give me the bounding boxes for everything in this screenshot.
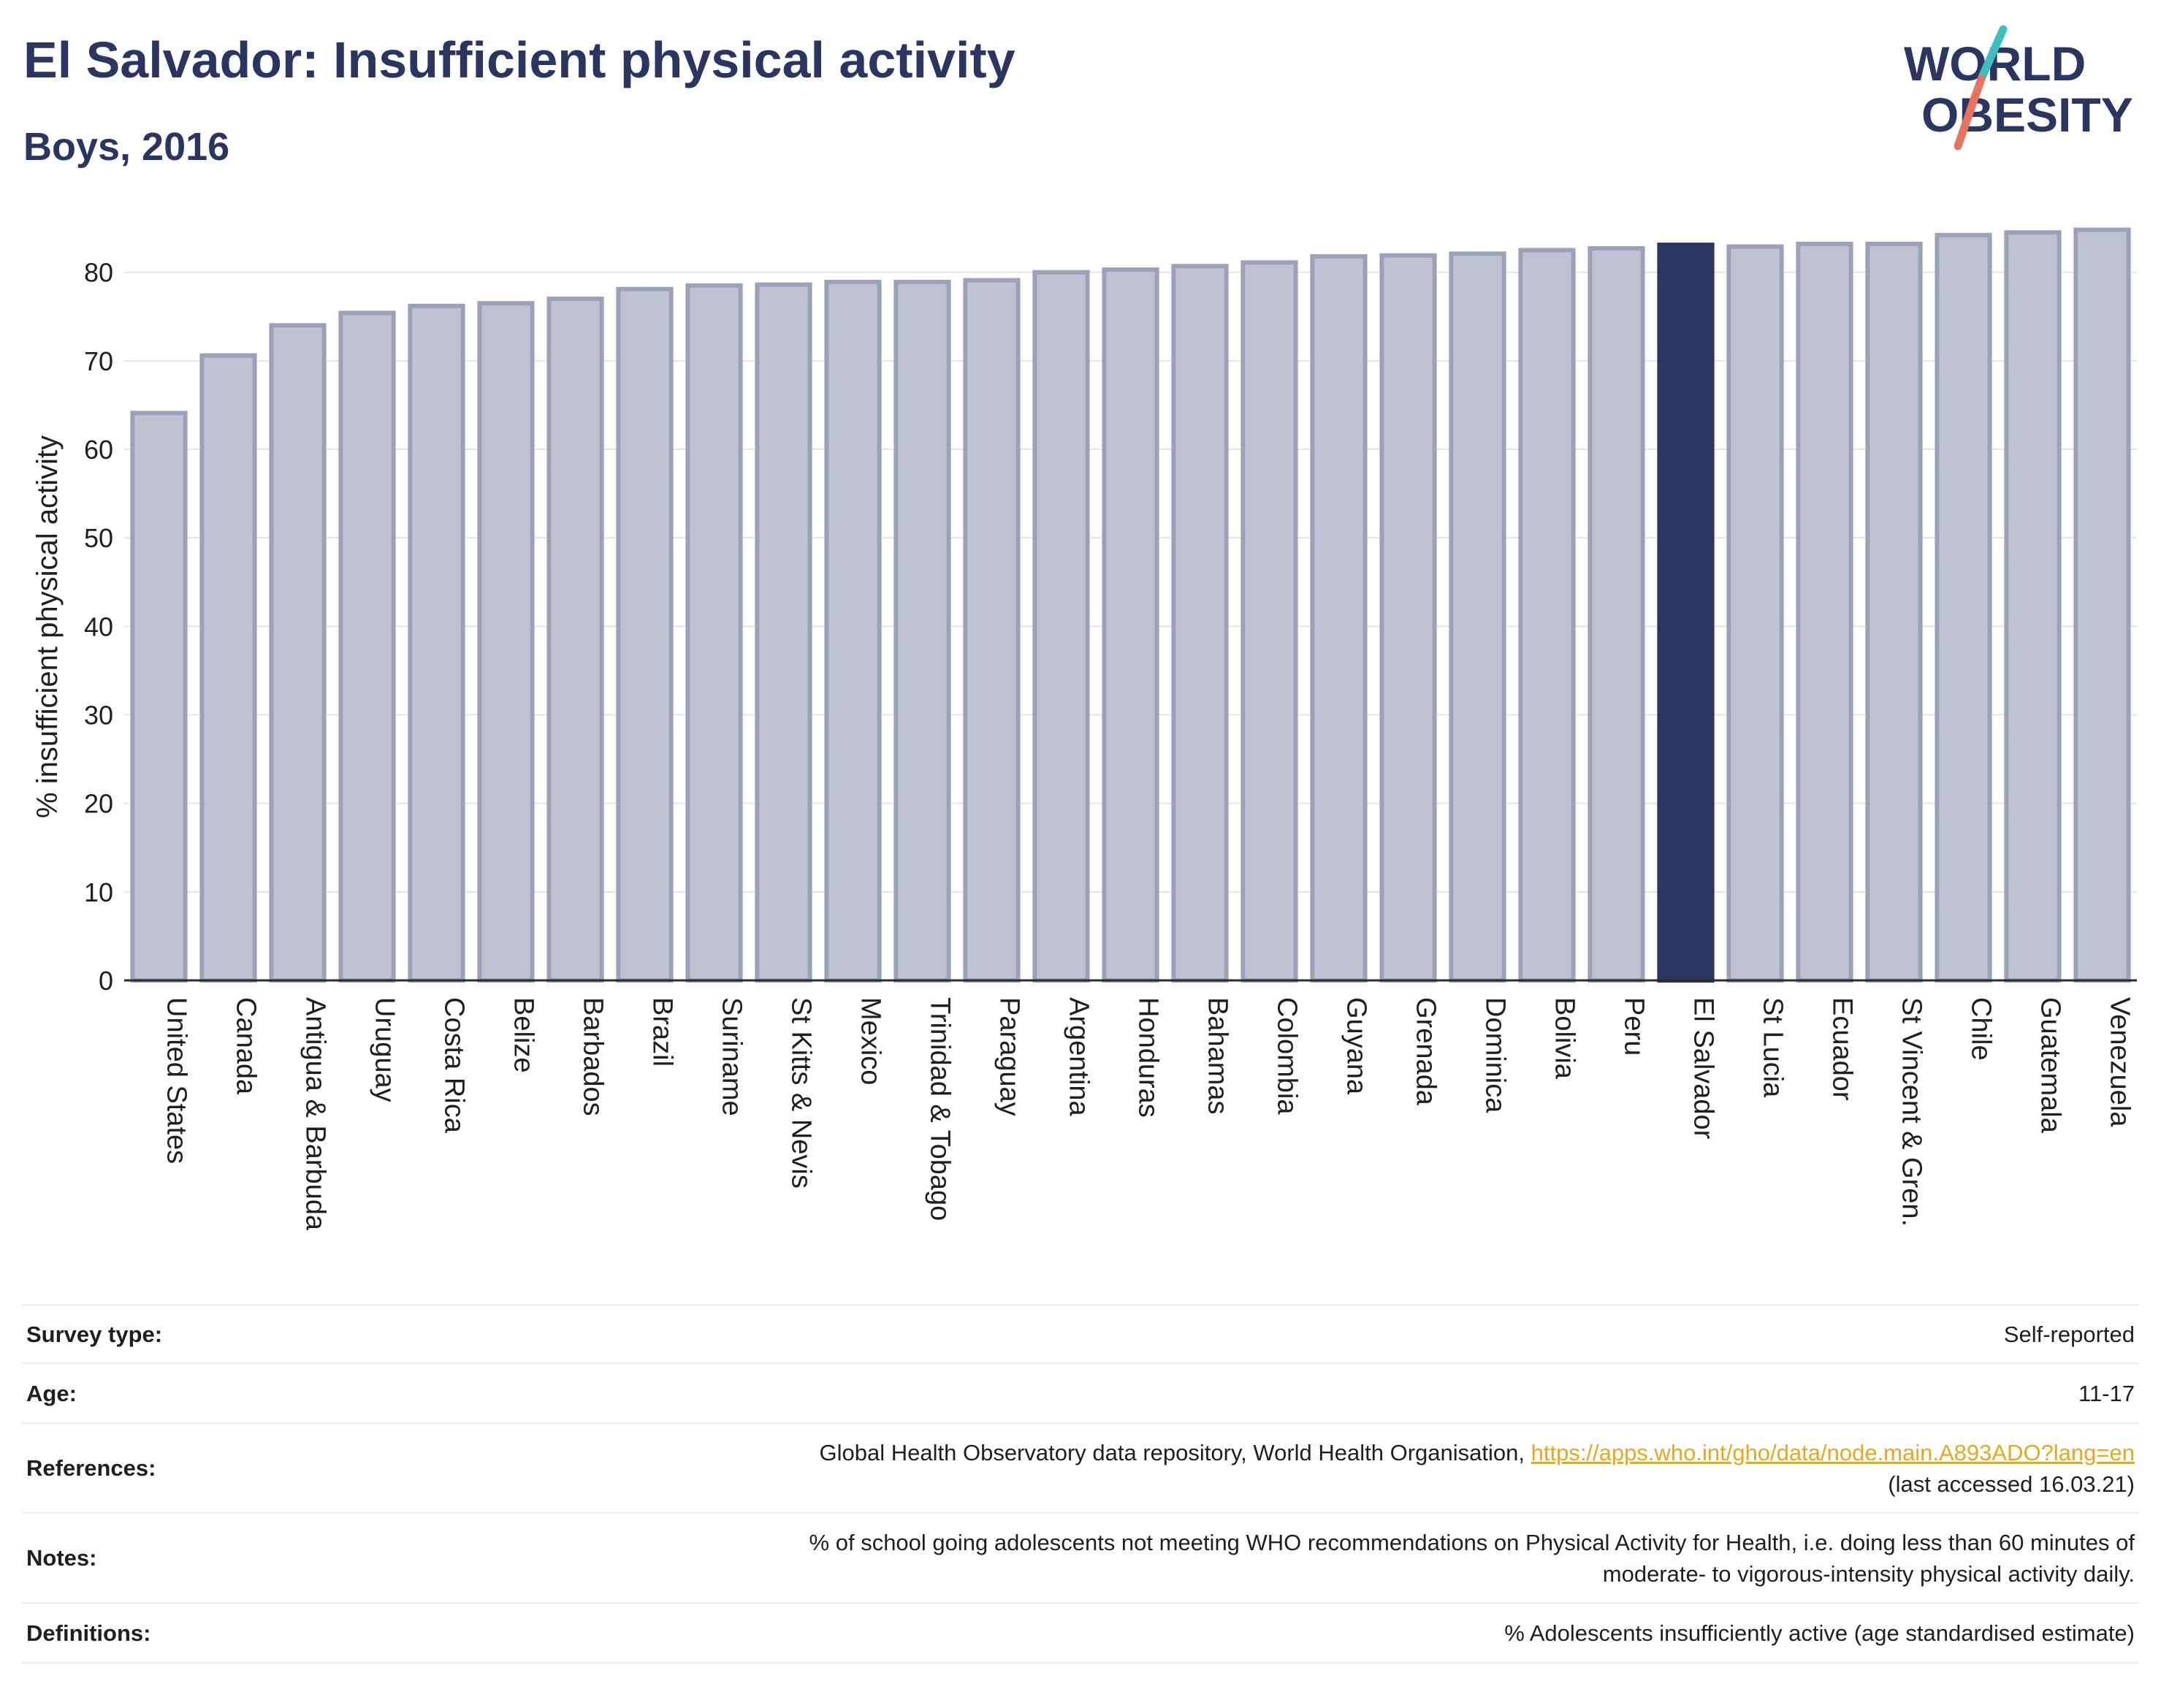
bar-dominica [1449, 251, 1506, 983]
y-tick-label: 40 [84, 611, 113, 641]
x-tick-label: Antigua & Barbuda [300, 997, 331, 1231]
x-tick-label: St Vincent & Gren. [1897, 997, 1927, 1227]
x-tick-label: Chile [1966, 997, 1997, 1061]
x-tick-label: Colombia [1272, 997, 1303, 1115]
bar-belize [477, 301, 535, 983]
y-tick-label: 10 [84, 877, 113, 907]
x-tick-label: Argentina [1064, 997, 1094, 1117]
bar-brazil [616, 286, 674, 983]
y-tick-label: 80 [84, 258, 113, 288]
reference-link[interactable]: https://apps.who.int/gho/data/node.main.… [1531, 1439, 2135, 1465]
bar-paraguay [963, 278, 1021, 983]
x-tick-label: El Salvador [1688, 997, 1719, 1140]
bar-bahamas [1171, 264, 1229, 983]
bar-suriname [685, 283, 743, 983]
x-tick-label: Canada [231, 997, 262, 1095]
page-title: El Salvador: Insufficient physical activ… [23, 31, 1015, 88]
bar-antigua-barbuda [269, 323, 327, 983]
x-tick-label: Honduras [1133, 997, 1164, 1118]
y-tick-label: 60 [84, 435, 113, 465]
info-row: Age: 11-17 [22, 1362, 2139, 1424]
bar-united-states [130, 411, 188, 983]
x-tick-label: Dominica [1480, 997, 1511, 1113]
x-tick-label: Mexico [855, 997, 886, 1085]
x-tick-label: Peru [1619, 997, 1650, 1056]
bar-bolivia [1518, 248, 1576, 983]
bar-argentina [1032, 270, 1090, 983]
x-tick-label: St Lucia [1758, 997, 1788, 1098]
bar-peru [1588, 245, 1645, 983]
bar-venezuela [2073, 227, 2131, 983]
info-table: Survey type: Self-reported Age: 11-17 Refere… [22, 1304, 2139, 1664]
bar-mexico [824, 280, 882, 983]
info-label: References: [22, 1422, 338, 1513]
x-tick-label: Brazil [647, 997, 678, 1067]
bar-chart: 0 10 20 30 40 50 60 70 80 United States Canada Anti… [31, 227, 2137, 1231]
bar-el-salvador [1657, 243, 1715, 983]
bar-colombia [1240, 260, 1298, 983]
bar-honduras [1102, 267, 1159, 983]
bars [130, 227, 2131, 983]
info-row: Definitions:% Adolescents insufficiently… [22, 1602, 2139, 1664]
logo-text-obesity: OBESITY [1921, 88, 2133, 142]
logo-slash-teal [1977, 25, 2008, 83]
tick-labels: 0 10 20 30 40 50 60 70 80 United States Canada Anti… [84, 258, 2135, 1231]
y-tick-label: 20 [84, 789, 113, 819]
info-value: Global Health Observatory data repositor… [338, 1422, 2139, 1513]
bar-st-lucia [1726, 244, 1784, 983]
info-value: Self-reported [338, 1304, 2139, 1364]
x-tick-label: Belize [508, 997, 539, 1073]
x-tick-label: Venezuela [2105, 997, 2135, 1127]
bar-grenada [1379, 253, 1437, 983]
info-label: Survey type: [22, 1304, 338, 1364]
bar-st-kitts-nevis [755, 282, 812, 983]
x-tick-label: Bahamas [1203, 997, 1233, 1115]
bar-trinidad-tobago [893, 280, 951, 983]
x-tick-label: Guatemala [2035, 997, 2066, 1134]
info-row: References: Global Health Observatory dat… [22, 1422, 2139, 1513]
bar-st-vincent-gren [1865, 241, 1923, 983]
x-tick-label: Bolivia [1550, 997, 1580, 1080]
info-value: % of school going adolescents not meetin… [338, 1511, 2139, 1604]
x-tick-label: Trinidad & Tobago [925, 997, 956, 1221]
info-label: Notes: [22, 1511, 338, 1604]
y-tick-label: 70 [84, 346, 113, 376]
y-axis-label: % insufficient physical activity [31, 435, 64, 818]
bar-chile [1935, 232, 1992, 983]
world-obesity-logo: WORLD OBESITY [1904, 25, 2133, 150]
info-label: Age: [22, 1362, 338, 1424]
page-subtitle: Boys, 2016 [23, 125, 230, 169]
bar-uruguay [338, 310, 396, 983]
bar-barbados [546, 297, 604, 983]
x-tick-label: Costa Rica [439, 997, 470, 1134]
logo-slash-coral [1954, 75, 1986, 150]
info-value: 11-17 [338, 1362, 2139, 1424]
info-label: Definitions: [22, 1602, 338, 1664]
bar-guatemala [2004, 230, 2062, 983]
info-row: Notes:% of school going adolescents not … [22, 1511, 2139, 1604]
y-tick-label: 50 [84, 523, 113, 553]
x-tick-label: Barbados [578, 997, 609, 1116]
bar-ecuador [1796, 241, 1853, 983]
x-tick-label: Suriname [717, 997, 747, 1116]
x-tick-label: Guyana [1341, 997, 1372, 1095]
bar-guyana [1310, 253, 1368, 983]
bar-canada [199, 353, 257, 983]
x-tick-label: Uruguay [370, 997, 400, 1102]
x-tick-label: St Kitts & Nevis [786, 997, 817, 1189]
y-tick-label: 0 [99, 966, 113, 996]
y-tick-label: 30 [84, 701, 113, 731]
info-value: % Adolescents insufficiently active (age… [338, 1602, 2139, 1664]
bar-costa-rica [408, 303, 465, 983]
info-row: Survey type: Self-reported [22, 1304, 2139, 1364]
x-tick-label: United States [161, 997, 192, 1164]
x-tick-label: Grenada [1411, 997, 1441, 1106]
x-tick-label: Ecuador [1827, 997, 1858, 1101]
x-tick-label: Paraguay [994, 997, 1025, 1116]
